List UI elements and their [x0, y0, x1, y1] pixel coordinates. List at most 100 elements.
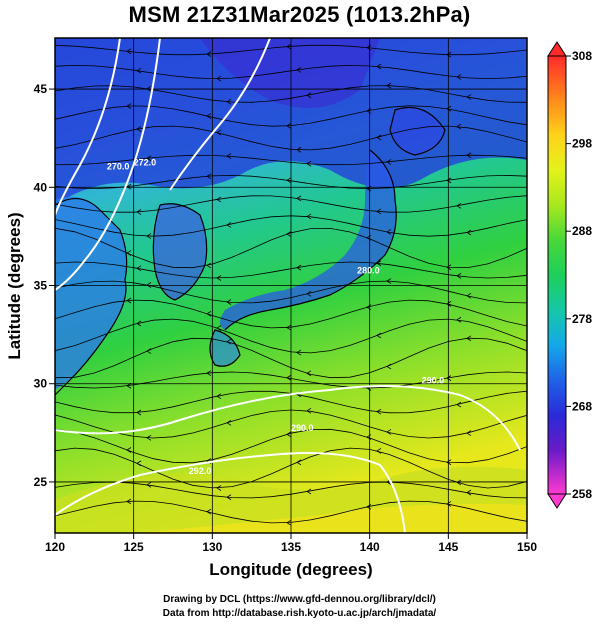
streamline-arrow	[126, 183, 132, 190]
streamline-arrow	[206, 508, 212, 515]
streamline-arrow	[446, 501, 452, 507]
colorbar-gradient	[547, 55, 567, 495]
x-tick-label: 130	[202, 540, 222, 554]
streamline-arrow	[366, 44, 372, 51]
streamline-arrow	[456, 202, 462, 209]
streamline	[55, 44, 527, 56]
streamline	[55, 500, 527, 524]
streamline-arrow	[206, 173, 212, 180]
streamline-arrow	[366, 503, 372, 510]
streamline-arrow	[466, 489, 472, 496]
streamline-arrow	[136, 265, 142, 272]
y-tick-label: 25	[34, 475, 48, 489]
streamline-arrow	[386, 159, 392, 165]
y-axis-title: Latitude (degrees)	[5, 212, 24, 359]
streamline-arrow	[146, 348, 152, 354]
streamline-arrow	[286, 177, 292, 184]
streamline-arrow	[226, 494, 232, 501]
streamline-arrow	[446, 177, 452, 184]
streamline-arrow	[376, 63, 382, 70]
x-tick-label: 135	[281, 540, 301, 554]
streamline-arrow	[466, 94, 472, 100]
streamline-arrow	[226, 98, 232, 105]
streamline	[55, 154, 527, 166]
streamline-arrow	[456, 123, 462, 130]
isotherm-contours	[55, 38, 521, 533]
streamline-arrow	[306, 370, 312, 377]
y-tick-label: 45	[34, 82, 48, 96]
colorbar-label: 298	[572, 137, 592, 151]
streamline	[55, 215, 527, 237]
streamline-arrow	[376, 134, 382, 141]
streamline-arrow	[456, 401, 462, 408]
streamline	[55, 261, 527, 279]
streamline-arrow	[366, 185, 372, 192]
streamline-arrow	[146, 233, 152, 239]
streamline-arrow	[146, 155, 152, 162]
streamline-arrow	[206, 370, 212, 376]
streamline	[55, 280, 527, 304]
streamline-arrow	[126, 382, 132, 389]
x-tick-label: 120	[45, 540, 65, 554]
streamline-arrow	[446, 264, 452, 271]
streamline-arrow	[306, 290, 312, 297]
contour-label: 272.0	[134, 158, 157, 168]
streamline-arrow	[386, 82, 392, 89]
y-tick-label: 40	[34, 180, 48, 194]
map-grid	[55, 38, 527, 533]
coastlines	[55, 106, 446, 396]
streamline-arrow	[136, 67, 142, 74]
contour-label: 290.0	[422, 376, 445, 386]
streamline	[55, 125, 527, 151]
streamline-arrow	[136, 209, 142, 215]
streamline-arrow	[146, 434, 152, 441]
streamline-arrow	[446, 459, 452, 466]
streamline-arrow	[446, 301, 452, 307]
streamline-arrow	[286, 374, 292, 381]
kyushu-island	[210, 330, 240, 367]
streamline-arrow	[216, 129, 222, 136]
contour-labels: 270.0 272.0 280.0 290.0 290.0 292.0	[107, 158, 444, 476]
streamline-arrow	[206, 262, 212, 269]
streamline-arrow	[226, 338, 232, 345]
streamline-arrow	[226, 153, 232, 159]
streamline-arrow	[136, 409, 142, 416]
streamline	[55, 447, 527, 489]
streamline-arrow	[306, 407, 312, 414]
streamline-arrow	[456, 74, 462, 80]
streamline-arrow	[296, 459, 302, 466]
streamline	[55, 64, 527, 80]
streamline-arrow	[296, 67, 302, 73]
colorbar-label: 258	[572, 487, 592, 501]
streamline-arrow	[376, 448, 382, 454]
streamline-arrow	[286, 231, 292, 237]
streamline-arrow	[216, 325, 222, 331]
streamline-arrow	[146, 481, 152, 488]
streamline-arrow	[306, 488, 312, 495]
streamline	[55, 337, 527, 379]
streamline-arrow	[366, 234, 372, 241]
streamline-arrow	[466, 430, 472, 436]
streamline-arrow	[456, 273, 462, 279]
streamline	[55, 409, 527, 439]
streamline-arrow	[286, 43, 292, 50]
streamline-arrow	[126, 103, 132, 109]
streamline-arrow	[286, 123, 292, 129]
colorbar-max-arrow	[547, 41, 567, 57]
streamline	[55, 227, 527, 269]
streamline	[55, 481, 527, 499]
streamline-arrow	[306, 213, 312, 220]
credit-data-source: Data from http://database.rish.kyoto-u.a…	[162, 608, 437, 619]
streamline-arrow	[376, 332, 382, 339]
streamline-arrow	[126, 48, 132, 55]
streamline-arrow	[446, 375, 452, 381]
streamline-arrow	[366, 304, 372, 311]
contour-label: 290.0	[291, 423, 314, 433]
colorbar-label: 288	[572, 224, 592, 238]
x-tick-label: 140	[360, 540, 380, 554]
page-title: MSM 21Z31Mar2025 (1013.2hPa)	[128, 2, 471, 27]
streamline-arrow	[286, 324, 292, 331]
streamline-arrow	[216, 75, 222, 82]
streamline-arrow	[206, 113, 212, 119]
streamline	[55, 105, 527, 127]
